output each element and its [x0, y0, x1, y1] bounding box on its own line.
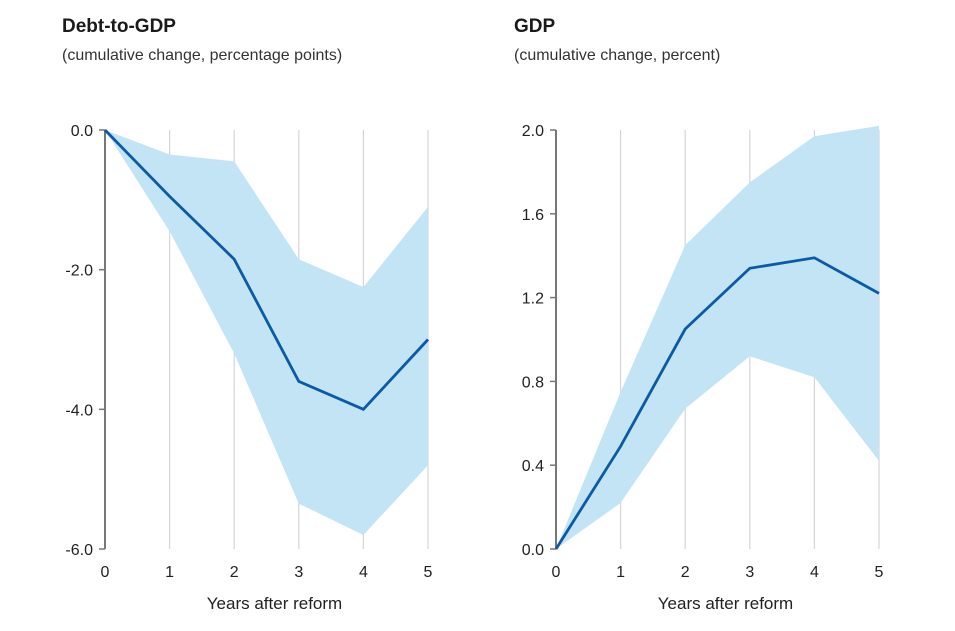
gdp-y-tick-label: 1.6 — [522, 207, 544, 224]
debt-x-axis-label: Years after reform — [207, 594, 342, 613]
debt-x-tick-label: 0 — [101, 564, 110, 581]
debt-y-tick-label: -6.0 — [65, 542, 93, 559]
gdp-x-axis-label: Years after reform — [658, 594, 793, 613]
right-chart-subtitle: (cumulative change, percent) — [514, 47, 721, 64]
debt-x-tick-label: 2 — [230, 564, 239, 581]
debt-confidence-band — [105, 130, 428, 536]
gdp-x-tick-label: 2 — [681, 564, 690, 581]
debt-x-tick-label: 3 — [294, 564, 303, 581]
gdp-confidence-band — [556, 125, 879, 549]
gdp-series-line — [554, 256, 880, 550]
gdp-y-tick-label: 2.0 — [522, 123, 544, 140]
gdp-y-tick-label: 1.2 — [522, 291, 544, 308]
gdp-y-tick-label: 0.0 — [522, 542, 544, 559]
left-chart-subtitle: (cumulative change, percentage points) — [62, 47, 343, 64]
gdp-x-tick-label: 0 — [552, 564, 561, 581]
gdp-x-tick-label: 5 — [875, 564, 884, 581]
gdp-y-tick-label: 0.8 — [522, 374, 544, 391]
right-chart-title: GDP — [514, 16, 556, 37]
gdp-x-tick-label: 1 — [616, 564, 625, 581]
debt-series-line — [103, 129, 430, 412]
debt-x-tick-label: 5 — [424, 564, 433, 581]
gdp-y-tick-label: 0.4 — [522, 458, 544, 475]
debt-y-tick-label: 0.0 — [71, 123, 93, 140]
debt-x-tick-label: 1 — [165, 564, 174, 581]
gdp-x-tick-label: 3 — [745, 564, 754, 581]
left-chart-title: Debt-to-GDP — [62, 16, 176, 37]
debt-y-tick-label: -2.0 — [65, 263, 93, 280]
debt-y-tick-label: -4.0 — [65, 402, 93, 419]
gdp-x-tick-label: 4 — [810, 564, 819, 581]
debt-x-tick-label: 4 — [359, 564, 368, 581]
